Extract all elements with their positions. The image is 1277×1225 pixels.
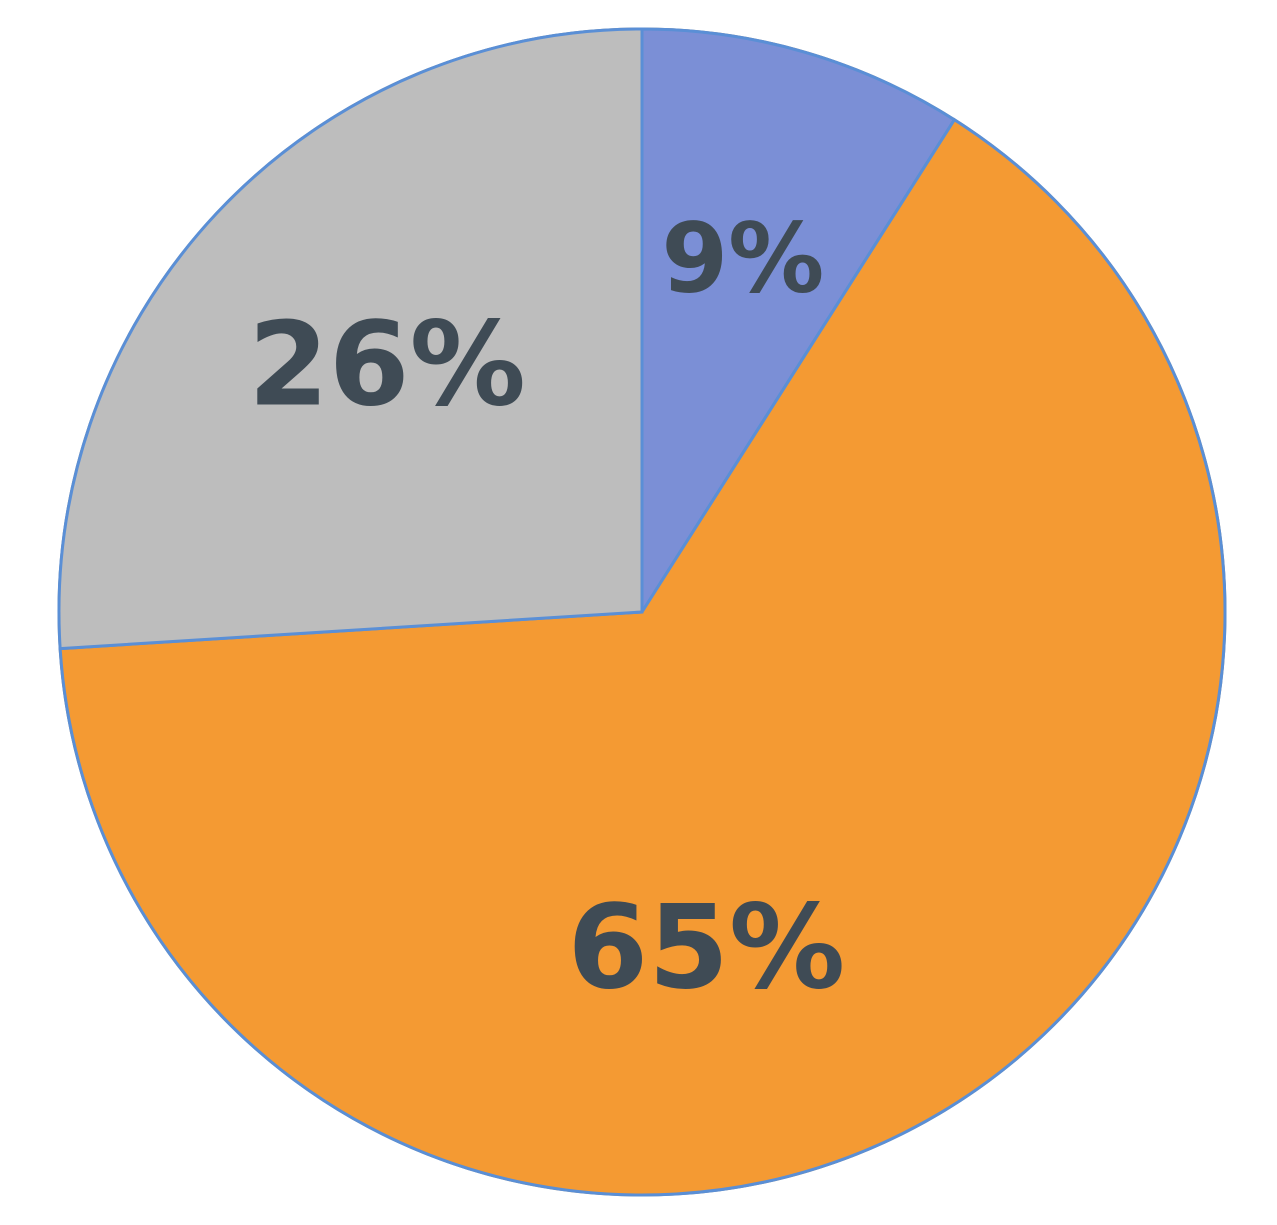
- pie-labels: 9% 65% 26%: [248, 202, 845, 1015]
- pie-slices: [57, 27, 1227, 1197]
- pie-slice-label-26: 26%: [248, 297, 526, 432]
- pie-slice-9: [640, 27, 957, 618]
- pie-slice-26: [57, 27, 644, 651]
- pie-slice-label-65: 65%: [568, 881, 846, 1016]
- pie-slice-label-9: 9%: [661, 202, 824, 314]
- pie-slice-65: [58, 117, 1227, 1197]
